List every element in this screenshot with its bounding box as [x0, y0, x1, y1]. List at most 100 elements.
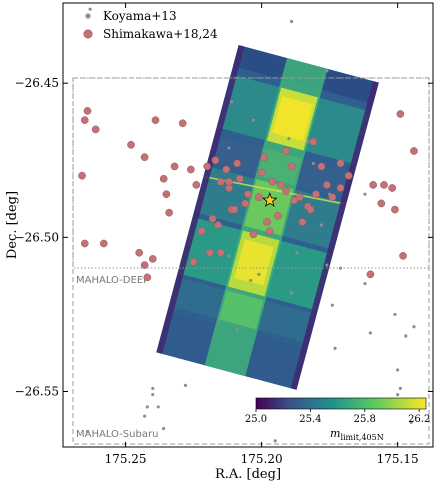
koyama-point [311, 161, 315, 165]
shimakawa-point [208, 214, 217, 223]
shimakawa-point [211, 156, 220, 165]
koyama-point [398, 386, 402, 391]
shimakawa-point [222, 165, 231, 174]
koyama-point [230, 100, 234, 104]
shimakawa-point [216, 248, 225, 257]
koyama-point [143, 414, 147, 418]
mahalo-subaru-region [72, 77, 430, 445]
koyama-point [363, 281, 367, 286]
shimakawa-point [83, 107, 92, 115]
koyama-point [330, 303, 334, 307]
koyama-point [151, 392, 155, 397]
shimakawa-point [263, 218, 271, 226]
shimakawa-point [170, 162, 179, 171]
koyama-point [412, 325, 416, 329]
koyama-point [183, 383, 188, 387]
shimakawa-point [206, 248, 214, 257]
shimakawa-point [323, 181, 331, 189]
depth-map-image [156, 45, 379, 390]
x-axis: 175.25 175.20 175.15 [105, 3, 419, 466]
center-star-marker [262, 192, 278, 207]
shimakawa-point [298, 218, 307, 226]
shimakawa-point [274, 211, 282, 220]
shimakawa-point [241, 199, 250, 208]
shimakawa-point [225, 177, 233, 186]
shimakawa-point [244, 190, 252, 199]
koyama-point [257, 272, 261, 276]
koyama-point [306, 140, 310, 144]
shimakawa-point [295, 193, 304, 202]
koyama-point [235, 328, 239, 332]
shimakawa-point [410, 147, 418, 155]
shimakawa-point [380, 181, 388, 189]
koyama-point [338, 266, 343, 270]
shimakawa-point [80, 239, 89, 248]
y-tick-label: −26.45 [15, 76, 59, 90]
shimakawa-point [306, 205, 315, 214]
y-axis: −26.45 −26.50 −26.55 [15, 76, 433, 399]
series-shimakawa [78, 107, 418, 282]
shimakawa-point [312, 190, 320, 199]
colorbar-label-main: m [330, 427, 340, 440]
legend-koyama-marker [85, 13, 91, 19]
shimakawa-point [399, 251, 407, 260]
koyama-point [273, 439, 277, 443]
shimakawa-point [344, 171, 353, 180]
shimakawa-point [143, 273, 152, 282]
koyama-point [287, 137, 291, 141]
shimakawa-point [268, 177, 277, 186]
shimakawa-point [151, 116, 160, 125]
shimakawa-point [249, 230, 258, 239]
koyama-point [289, 291, 294, 295]
x-tick-label: 175.15 [377, 452, 419, 466]
koyama-point [368, 331, 373, 335]
shimakawa-point [265, 227, 274, 236]
koyama-point [396, 368, 400, 372]
koyama-point [295, 251, 299, 255]
legend-shimakawa-marker [83, 29, 93, 39]
survey-regions: MAHALO-DEEP MAHALO-Subaru [72, 77, 430, 445]
shimakawa-point [396, 110, 405, 118]
koyama-point [409, 420, 413, 424]
shimakawa-point [127, 140, 135, 149]
shimakawa-point [388, 184, 397, 192]
shimakawa-point [369, 181, 377, 189]
colorbar-ticks: 25.0 25.4 25.8 26.2 [245, 409, 430, 425]
shimakawa-point [99, 239, 108, 248]
shimakawa-point [187, 165, 195, 174]
colorbar: 25.0 25.4 25.8 26.2 mlimit,405N [245, 397, 430, 442]
shimakawa-point [80, 116, 89, 125]
x-tick-label: 175.25 [105, 452, 147, 466]
koyama-point [396, 392, 400, 397]
koyama-point [151, 386, 155, 391]
colorbar-tick-label: 26.2 [408, 414, 430, 425]
colorbar-label: mlimit,405N [330, 427, 384, 442]
koyama-point [156, 405, 160, 409]
shimakawa-point [91, 125, 100, 134]
shimakawa-point [165, 208, 173, 217]
koyama-point [85, 429, 90, 434]
koyama-point [251, 118, 256, 122]
colorbar-gradient [255, 397, 427, 410]
colorbar-tick-label: 25.8 [354, 414, 376, 425]
y-axis-label: Dec. [deg] [5, 191, 20, 259]
shimakawa-point [178, 119, 187, 128]
shimakawa-point [391, 205, 399, 214]
plot-frame [62, 2, 434, 448]
shimakawa-point [257, 168, 266, 177]
legend: Koyama+13 Shimakawa+18,24 [83, 9, 218, 41]
shimakawa-point [255, 193, 263, 202]
koyama-point [227, 146, 231, 150]
koyama-point [333, 346, 337, 350]
shimakawa-point [287, 162, 296, 171]
shimakawa-point [192, 181, 201, 189]
shimakawa-point [233, 159, 241, 168]
koyama-point [404, 334, 408, 338]
shimakawa-point [309, 137, 318, 146]
colorbar-label-sub: limit,405N [340, 433, 383, 442]
koyama-point [325, 263, 329, 267]
shimakawa-point [336, 159, 345, 168]
shimakawa-point [328, 193, 337, 202]
shimakawa-point [159, 174, 168, 183]
